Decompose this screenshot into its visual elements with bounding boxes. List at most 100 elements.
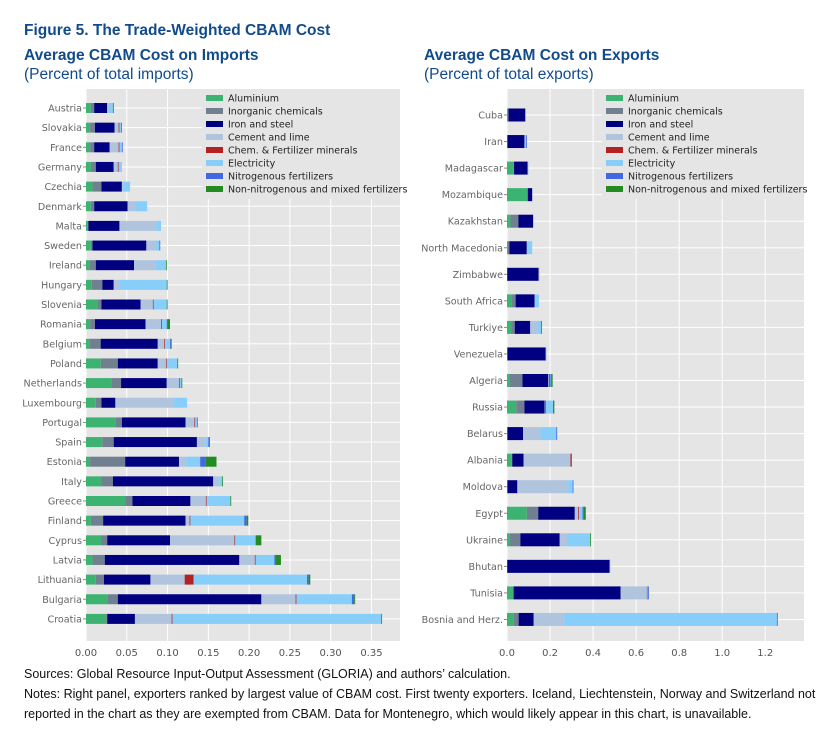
- legend: Aluminium Inorganic chemicals Iron and ste…: [202, 89, 407, 199]
- y-tick-label: Kazakhstan: [448, 217, 503, 228]
- bar-poland: [86, 358, 179, 369]
- bar-segment-electricity: [153, 299, 167, 310]
- y-tick-label: Slovenia: [41, 300, 82, 311]
- bar-segment-non-nitrogenous-and-mixed-fertilizers: [255, 535, 262, 546]
- bar-segment-non-nitrogenous-and-mixed-fertilizers: [571, 453, 572, 467]
- bar-segment-non-nitrogenous-and-mixed-fertilizers: [112, 103, 114, 113]
- bar-segment-non-nitrogenous-and-mixed-fertilizers: [246, 515, 249, 526]
- bar-segment-iron-and-steel: [95, 161, 114, 172]
- bar-segment-aluminium: [507, 320, 512, 334]
- bar-segment-cement-and-lime: [239, 554, 255, 565]
- x-tick-label: 0.8: [671, 648, 687, 659]
- bar-segment-cement-and-lime: [185, 417, 195, 428]
- bar-segment-cement-and-lime: [115, 397, 175, 408]
- x-tick-label: 0.4: [585, 648, 601, 659]
- bar-segment-aluminium: [507, 108, 509, 122]
- bar-segment-iron-and-steel: [107, 613, 135, 624]
- legend-item-chem-fertilizer-minerals: Chem. & Fertilizer minerals: [206, 146, 357, 157]
- bar-segment-aluminium: [86, 594, 108, 605]
- bar-segment-iron-and-steel: [538, 506, 575, 520]
- bar-segment-inorganic-chemicals: [87, 220, 89, 231]
- bar-segment-inorganic-chemicals: [527, 188, 529, 202]
- bar-segment-iron-and-steel: [107, 535, 171, 546]
- bar-segment-aluminium: [86, 319, 91, 330]
- bar-segment-aluminium: [86, 103, 91, 113]
- bar-segment-iron-and-steel: [101, 181, 122, 192]
- bar-segment-cement-and-lime: [166, 378, 179, 389]
- bar-segment-aluminium: [507, 533, 510, 547]
- bar-segment-chem-fertilizer-minerals: [152, 299, 154, 310]
- bar-segment-iron-and-steel: [102, 279, 114, 290]
- legend-item-iron-and-steel: Iron and steel: [606, 120, 693, 131]
- legend-item-non-nitrogenous-and-mixed-fertilizers: Non-nitrogenous and mixed fertilizers: [206, 185, 407, 196]
- bar-segment-electricity: [166, 358, 178, 369]
- bar-portugal: [86, 417, 198, 428]
- plot-area: 0.00 0.05 0.10 0.15 0.20 0.25 0.30 0.35 Austria S…: [22, 89, 400, 659]
- bar-segment-chem-fertilizer-minerals: [118, 122, 120, 133]
- bar-segment-cement-and-lime: [113, 279, 120, 290]
- y-tick-label: Poland: [50, 359, 82, 370]
- bar-bulgaria: [86, 594, 356, 605]
- legend-label: Iron and steel: [628, 120, 693, 131]
- bar-segment-inorganic-chemicals: [92, 554, 105, 565]
- bar-belarus: [507, 427, 558, 441]
- bar-segment-non-nitrogenous-and-mixed-fertilizers: [230, 496, 232, 506]
- bar-segment-iron-and-steel: [520, 533, 560, 547]
- bar-turkiye: [507, 320, 543, 334]
- legend-box: [602, 89, 804, 199]
- legend-label: Nitrogenous fertilizers: [228, 172, 333, 183]
- bar-segment-nitrogenous-fertilizers: [274, 554, 277, 565]
- y-tick-label: Bhutan: [469, 562, 503, 573]
- bar-segment-cement-and-lime: [134, 260, 156, 271]
- y-tick-label: South Africa: [445, 296, 503, 307]
- bar-segment-chem-fertilizer-minerals: [194, 417, 196, 428]
- bar-segment-iron-and-steel: [508, 108, 526, 122]
- legend-item-inorganic-chemicals: Inorganic chemicals: [606, 107, 723, 118]
- bar-segment-chem-fertilizer-minerals: [578, 506, 580, 520]
- bar-segment-cement-and-lime: [113, 161, 118, 172]
- bar-segment-iron-and-steel: [507, 347, 546, 361]
- bar-segment-electricity: [108, 103, 113, 113]
- bar-ukraine: [507, 533, 591, 547]
- bar-romania: [86, 319, 171, 330]
- bar-segment-electricity: [179, 378, 182, 389]
- bar-segment-aluminium: [86, 397, 96, 408]
- bar-segment-inorganic-chemicals: [91, 279, 103, 290]
- bar-segment-chem-fertilizer-minerals: [295, 594, 297, 605]
- bar-segment-nitrogenous-fertilizers: [556, 427, 558, 441]
- bar-segment-non-nitrogenous-and-mixed-fertilizers: [590, 533, 591, 547]
- bar-segment-electricity: [255, 554, 275, 565]
- bar-north-macedonia: [507, 241, 533, 255]
- bar-segment-iron-and-steel: [100, 338, 158, 349]
- bar-segment-non-nitrogenous-and-mixed-fertilizers: [222, 476, 224, 487]
- legend-swatch: [606, 147, 623, 153]
- bar-segment-aluminium: [86, 161, 91, 172]
- bar-malta: [86, 220, 162, 231]
- bar-segment-nitrogenous-fertilizers: [121, 142, 123, 153]
- bar-segment-aluminium: [507, 506, 527, 520]
- bar-segment-aluminium: [86, 554, 93, 565]
- y-tick-label: Belarus: [467, 429, 503, 440]
- bar-segment-aluminium: [86, 299, 98, 310]
- bar-segment-aluminium: [86, 515, 91, 526]
- y-tick-label: Zimbabwe: [453, 270, 503, 281]
- bar-segment-aluminium: [86, 496, 126, 506]
- bar-segment-inorganic-chemicals: [507, 241, 510, 255]
- bar-cuba: [507, 108, 526, 122]
- bar-segment-inorganic-chemicals: [106, 613, 108, 624]
- bar-segment-iron-and-steel: [514, 161, 528, 175]
- bar-segment-iron-and-steel: [513, 586, 621, 600]
- legend-item-cement-and-lime: Cement and lime: [206, 133, 310, 144]
- bar-segment-iron-and-steel: [515, 294, 535, 308]
- bar-segment-chem-fertilizer-minerals: [164, 338, 166, 349]
- bar-segment-inorganic-chemicals: [95, 397, 102, 408]
- bar-segment-inorganic-chemicals: [101, 535, 108, 546]
- y-tick-label: Venezuela: [454, 349, 503, 360]
- bar-segment-electricity: [550, 374, 551, 387]
- bar-segment-nitrogenous-fertilizers: [208, 437, 210, 448]
- legend-swatch: [206, 95, 223, 101]
- y-tick-label: Ireland: [49, 261, 82, 272]
- y-tick-label: Latvia: [53, 555, 82, 566]
- bar-segment-inorganic-chemicals: [102, 437, 114, 448]
- bar-austria: [86, 103, 114, 113]
